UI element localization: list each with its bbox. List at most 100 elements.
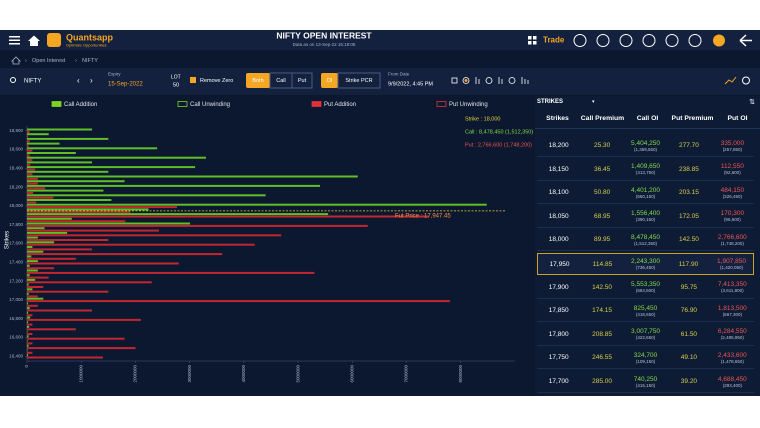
y-tick-label: 17,400 (9, 259, 23, 264)
table-row: 17,850 174.15 825,450 (418,650) 76.90 1,813,5… (537, 300, 754, 323)
call-oi-change: (413,750) (635, 170, 656, 176)
legend-swatch (436, 101, 447, 107)
call-oi-value: 2,243,300 (631, 258, 660, 265)
call-oi-value: 1,409,650 (631, 163, 660, 171)
put-oi: 112,550 (92,600) (711, 163, 754, 175)
strike-dropdown[interactable]: STRIKES (537, 99, 564, 105)
call-oi-change: (109,150) (635, 358, 656, 364)
bar (27, 175, 358, 178)
metric-btn-active[interactable] (321, 73, 338, 88)
put-oi-value: 6,284,550 (717, 328, 747, 336)
crumb[interactable]: Open Interest (32, 58, 66, 64)
metric[interactable]: OI (327, 78, 333, 84)
put-oi: 7,413,350 (3,611,800) (711, 281, 754, 293)
put-oi: 4,688,450 (393,400) (711, 376, 754, 388)
table-row: 17,750 246.55 324,700 (109,150) 49.10 2,433,6… (537, 347, 754, 370)
tooltip-bg (460, 112, 536, 151)
user-avatar[interactable] (713, 34, 725, 47)
y-axis-label: Strikes (5, 231, 11, 249)
put-premium: 117.90 (678, 260, 699, 268)
call-premium: 25.30 (593, 142, 611, 149)
put-oi: 1,813,500 (667,300) (711, 305, 754, 317)
bar (27, 173, 33, 176)
remove-zero[interactable]: Remove Zero (200, 78, 233, 84)
column-header: Call OI (636, 115, 659, 122)
bar (27, 293, 29, 295)
put-oi-value: 484,150 (720, 186, 745, 194)
menu-icon[interactable] (9, 36, 20, 45)
crumb: NIFTY (82, 58, 98, 64)
y-tick-label: 18,400 (9, 165, 23, 170)
mode-btn-active[interactable] (246, 73, 270, 88)
bar (27, 304, 38, 307)
metric[interactable]: Strike PCR (345, 78, 372, 84)
sort-icon[interactable]: ⇅ (749, 99, 755, 106)
put-premium: 95.75 (680, 283, 698, 291)
dropdown-caret[interactable]: ▾ (592, 99, 595, 105)
strike: 17,700 (548, 378, 569, 385)
chart-icon[interactable] (724, 76, 737, 85)
mode[interactable]: Put (298, 78, 307, 84)
call-oi-value: 324,700 (633, 351, 658, 359)
mode[interactable]: Both (252, 78, 263, 84)
table-row: 17,800 208.85 3,007,750 (422,650) 61.50 6,284… (537, 324, 754, 346)
bar (27, 213, 329, 216)
mode-btn[interactable] (291, 72, 313, 89)
put-premium: 39.20 (680, 378, 698, 385)
toolbar-icons[interactable] (573, 34, 702, 47)
call-oi-value: 1,556,400 (631, 210, 660, 218)
bar (27, 128, 93, 131)
bar (27, 166, 196, 169)
put-premium: 277.70 (678, 142, 699, 149)
bar (27, 140, 30, 143)
bar (27, 189, 104, 192)
bar (27, 257, 76, 260)
from-date[interactable]: 9/9/2022, 4:45 PM (388, 81, 433, 87)
x-tick-label: 5000000 (295, 365, 300, 383)
mode[interactable]: Call (276, 78, 285, 84)
bar (27, 180, 125, 183)
call-oi-change: (736,450) (635, 265, 656, 270)
crumb-home[interactable] (11, 56, 21, 65)
view-icons[interactable] (451, 77, 529, 84)
bar (27, 297, 44, 300)
y-tick-label: 18,000 (9, 203, 23, 208)
put-oi-value: 1,813,500 (717, 304, 747, 312)
bar (27, 227, 45, 230)
bar (27, 337, 125, 340)
call-premium: 50.80 (593, 189, 611, 197)
home-icon[interactable] (28, 35, 40, 47)
bar (27, 264, 30, 267)
bar (27, 318, 141, 321)
expiry[interactable]: 15-Sep-2022 (108, 82, 143, 88)
symbol-input[interactable]: NIFTY (24, 79, 41, 85)
bar (27, 203, 487, 206)
bar (27, 335, 29, 338)
bar (27, 192, 34, 194)
strike: 17,800 (548, 330, 569, 338)
next[interactable]: › (90, 76, 93, 85)
put-oi-change: (96,600) (723, 217, 741, 223)
put-oi-change: (1,478,650) (720, 358, 744, 364)
bar (27, 182, 38, 185)
trade-link[interactable]: Trade (543, 36, 565, 45)
metric-btn[interactable] (337, 72, 381, 89)
grid-icon[interactable] (528, 36, 537, 45)
bar (27, 271, 315, 274)
prev[interactable]: ‹ (77, 76, 80, 85)
bar (27, 300, 450, 303)
table-header: STRIKES ▾ ⇅ (535, 96, 760, 108)
bar (27, 328, 76, 331)
bar (27, 241, 55, 244)
legend-swatch (51, 101, 62, 107)
y-tick-label: 18,200 (9, 184, 23, 189)
call-premium: 68.95 (593, 212, 611, 220)
column-header: Call Premium (580, 115, 625, 122)
bar (27, 314, 33, 317)
refresh-icon[interactable] (742, 76, 750, 85)
checkbox[interactable] (190, 77, 196, 83)
back-icon[interactable] (739, 34, 752, 47)
bar (27, 130, 30, 133)
bar (27, 239, 109, 241)
